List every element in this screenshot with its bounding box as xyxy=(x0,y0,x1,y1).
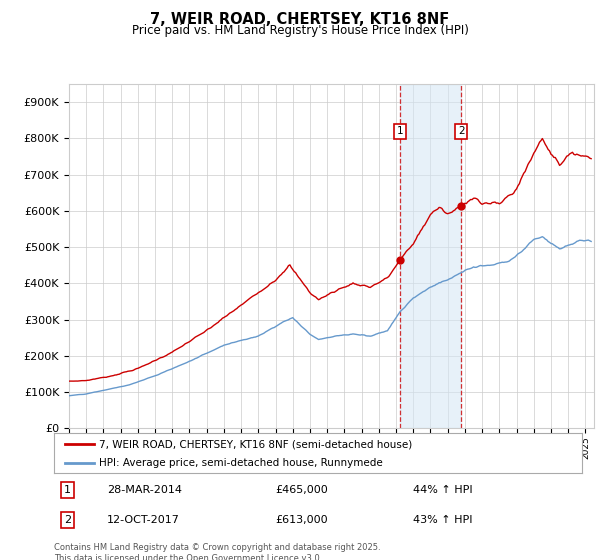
Text: 2: 2 xyxy=(64,515,71,525)
Text: Contains HM Land Registry data © Crown copyright and database right 2025.
This d: Contains HM Land Registry data © Crown c… xyxy=(54,543,380,560)
Text: 12-OCT-2017: 12-OCT-2017 xyxy=(107,515,179,525)
Text: 1: 1 xyxy=(64,485,71,495)
Text: 28-MAR-2014: 28-MAR-2014 xyxy=(107,485,182,495)
Bar xyxy=(400,84,461,428)
Text: 2: 2 xyxy=(458,126,464,136)
Text: 44% ↑ HPI: 44% ↑ HPI xyxy=(413,485,473,495)
Text: Price paid vs. HM Land Registry's House Price Index (HPI): Price paid vs. HM Land Registry's House … xyxy=(131,24,469,37)
Text: 1: 1 xyxy=(397,126,404,136)
Text: 7, WEIR ROAD, CHERTSEY, KT16 8NF: 7, WEIR ROAD, CHERTSEY, KT16 8NF xyxy=(151,12,449,27)
Text: 43% ↑ HPI: 43% ↑ HPI xyxy=(413,515,473,525)
Text: HPI: Average price, semi-detached house, Runnymede: HPI: Average price, semi-detached house,… xyxy=(99,458,383,468)
Text: £465,000: £465,000 xyxy=(276,485,329,495)
Text: 7, WEIR ROAD, CHERTSEY, KT16 8NF (semi-detached house): 7, WEIR ROAD, CHERTSEY, KT16 8NF (semi-d… xyxy=(99,439,412,449)
Text: £613,000: £613,000 xyxy=(276,515,328,525)
